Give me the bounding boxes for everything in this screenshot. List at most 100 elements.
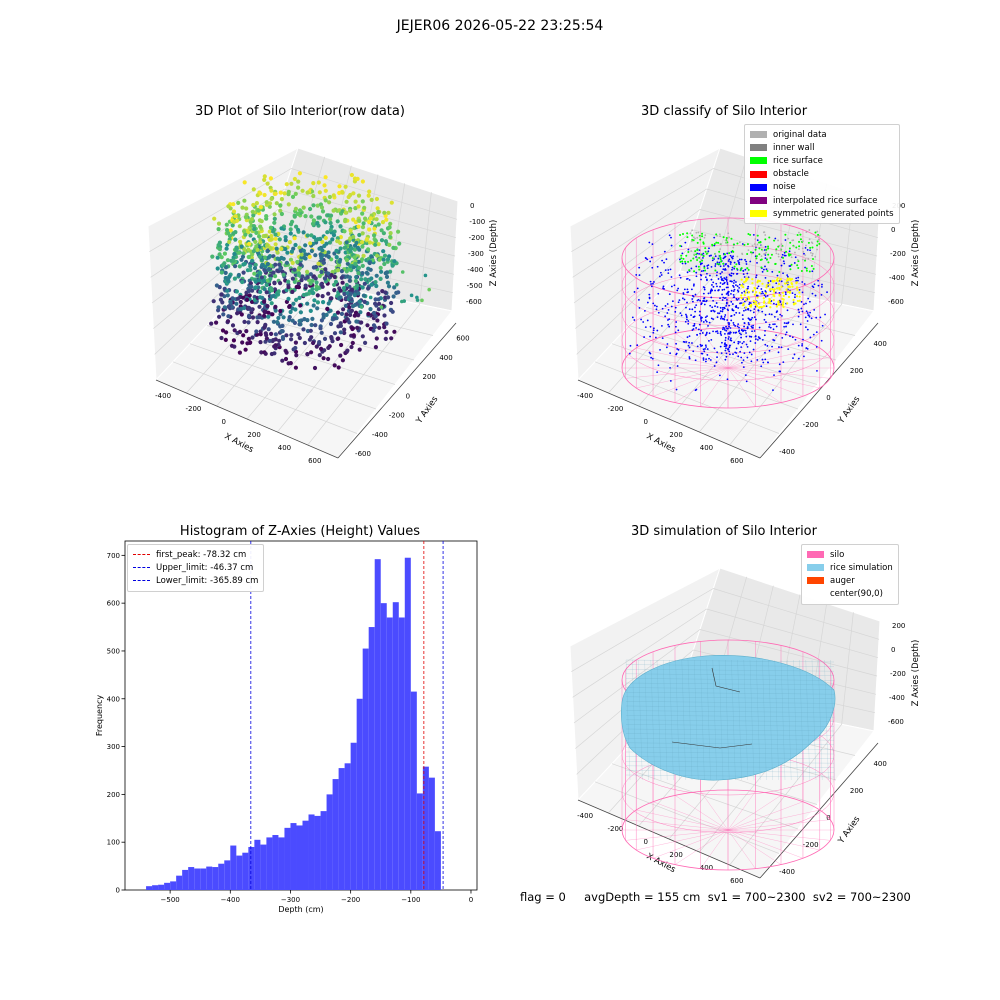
noise-point bbox=[735, 347, 738, 350]
noise-point bbox=[821, 286, 823, 288]
x-tick-label: 600 bbox=[730, 457, 743, 465]
noise-point bbox=[746, 308, 749, 311]
noise-point bbox=[782, 361, 785, 364]
x-tick-label: 400 bbox=[278, 444, 291, 452]
rice-surface-point bbox=[800, 270, 803, 273]
noise-point bbox=[678, 299, 681, 302]
symmetric-point bbox=[747, 295, 750, 299]
rice-surface-point bbox=[686, 232, 689, 235]
rice-surface-point bbox=[679, 244, 682, 247]
symmetric-point bbox=[747, 297, 750, 300]
raw-point bbox=[314, 344, 319, 349]
noise-point bbox=[743, 300, 746, 303]
symmetric-point bbox=[762, 301, 766, 304]
noise-point bbox=[726, 283, 729, 286]
noise-point bbox=[719, 330, 722, 333]
rice-surface-point bbox=[730, 237, 733, 240]
noise-point bbox=[766, 294, 769, 297]
rice-surface-point bbox=[695, 253, 698, 256]
symmetric-point bbox=[758, 302, 761, 305]
simulation-plot: -400-2000200400600-400-20002004002000-20… bbox=[569, 566, 921, 885]
raw-point bbox=[246, 288, 252, 294]
noise-point bbox=[685, 306, 687, 309]
noise-point bbox=[648, 297, 651, 300]
raw-point bbox=[239, 244, 244, 249]
raw-point bbox=[229, 304, 235, 309]
original-data-point bbox=[692, 236, 695, 239]
raw-point bbox=[242, 198, 247, 203]
raw-point bbox=[279, 211, 284, 217]
noise-point bbox=[735, 331, 738, 334]
raw-point bbox=[356, 291, 361, 296]
symmetric-point bbox=[795, 282, 798, 285]
rice-surface-point bbox=[719, 254, 722, 257]
raw-point bbox=[230, 323, 236, 328]
raw-point bbox=[337, 259, 342, 264]
rice-surface-point bbox=[703, 266, 706, 269]
noise-point bbox=[721, 279, 723, 281]
raw-point bbox=[246, 336, 251, 341]
noise-point bbox=[643, 336, 645, 338]
raw-point bbox=[322, 183, 327, 188]
raw-point bbox=[344, 317, 349, 322]
raw-point bbox=[240, 205, 245, 210]
noise-point bbox=[741, 314, 744, 316]
raw-point bbox=[361, 293, 366, 298]
raw-point bbox=[248, 233, 253, 238]
histogram-bar bbox=[158, 884, 165, 890]
noise-point bbox=[702, 292, 705, 295]
noise-point bbox=[756, 287, 759, 290]
silo-spoke bbox=[636, 367, 729, 389]
raw-point bbox=[248, 267, 253, 272]
raw-point bbox=[225, 293, 230, 298]
raw-point bbox=[349, 246, 354, 251]
noise-point bbox=[755, 274, 758, 277]
symmetric-point bbox=[775, 287, 779, 290]
raw-point bbox=[250, 252, 255, 257]
noise-point bbox=[687, 320, 690, 322]
rice-surface-point bbox=[812, 267, 815, 270]
noise-point bbox=[748, 301, 751, 304]
raw-point bbox=[292, 176, 297, 182]
noise-point bbox=[714, 265, 717, 267]
noise-point bbox=[766, 345, 769, 347]
rice-surface-point bbox=[716, 262, 719, 265]
silo-spoke bbox=[625, 829, 729, 841]
raw-point bbox=[273, 274, 278, 279]
noise-point bbox=[803, 355, 805, 358]
raw-point bbox=[334, 248, 339, 253]
grid-line bbox=[729, 612, 854, 866]
noise-point bbox=[752, 311, 755, 314]
raw-point bbox=[361, 253, 366, 258]
mesh-line bbox=[625, 770, 835, 773]
mesh-line bbox=[625, 705, 835, 709]
raw-point bbox=[257, 304, 262, 309]
legend-entry: obstacle bbox=[750, 168, 894, 181]
raw-point bbox=[293, 345, 298, 351]
noise-point bbox=[651, 357, 654, 360]
mesh-line bbox=[625, 719, 835, 722]
original-data-point bbox=[718, 233, 721, 236]
symmetric-point bbox=[758, 291, 761, 294]
raw-point bbox=[308, 272, 313, 277]
raw-point bbox=[257, 270, 262, 275]
raw-point bbox=[309, 350, 314, 355]
noise-point bbox=[748, 323, 750, 326]
raw-point bbox=[314, 280, 319, 285]
noise-point bbox=[759, 337, 761, 340]
mesh-line bbox=[625, 696, 835, 699]
mesh-line bbox=[774, 659, 779, 781]
raw-point bbox=[392, 285, 397, 290]
symmetric-point bbox=[740, 278, 743, 281]
histogram-bar bbox=[200, 868, 207, 890]
rice-surface-point bbox=[714, 269, 717, 272]
noise-point bbox=[733, 288, 736, 291]
noise-point bbox=[700, 352, 703, 355]
rice-surface-point bbox=[808, 270, 811, 273]
noise-point bbox=[775, 334, 777, 337]
noise-point bbox=[797, 279, 799, 282]
legend-entry: first_peak: -78.32 cm bbox=[133, 548, 258, 561]
silo-spoke bbox=[727, 829, 782, 865]
noise-point bbox=[785, 325, 787, 328]
noise-point bbox=[699, 299, 702, 302]
